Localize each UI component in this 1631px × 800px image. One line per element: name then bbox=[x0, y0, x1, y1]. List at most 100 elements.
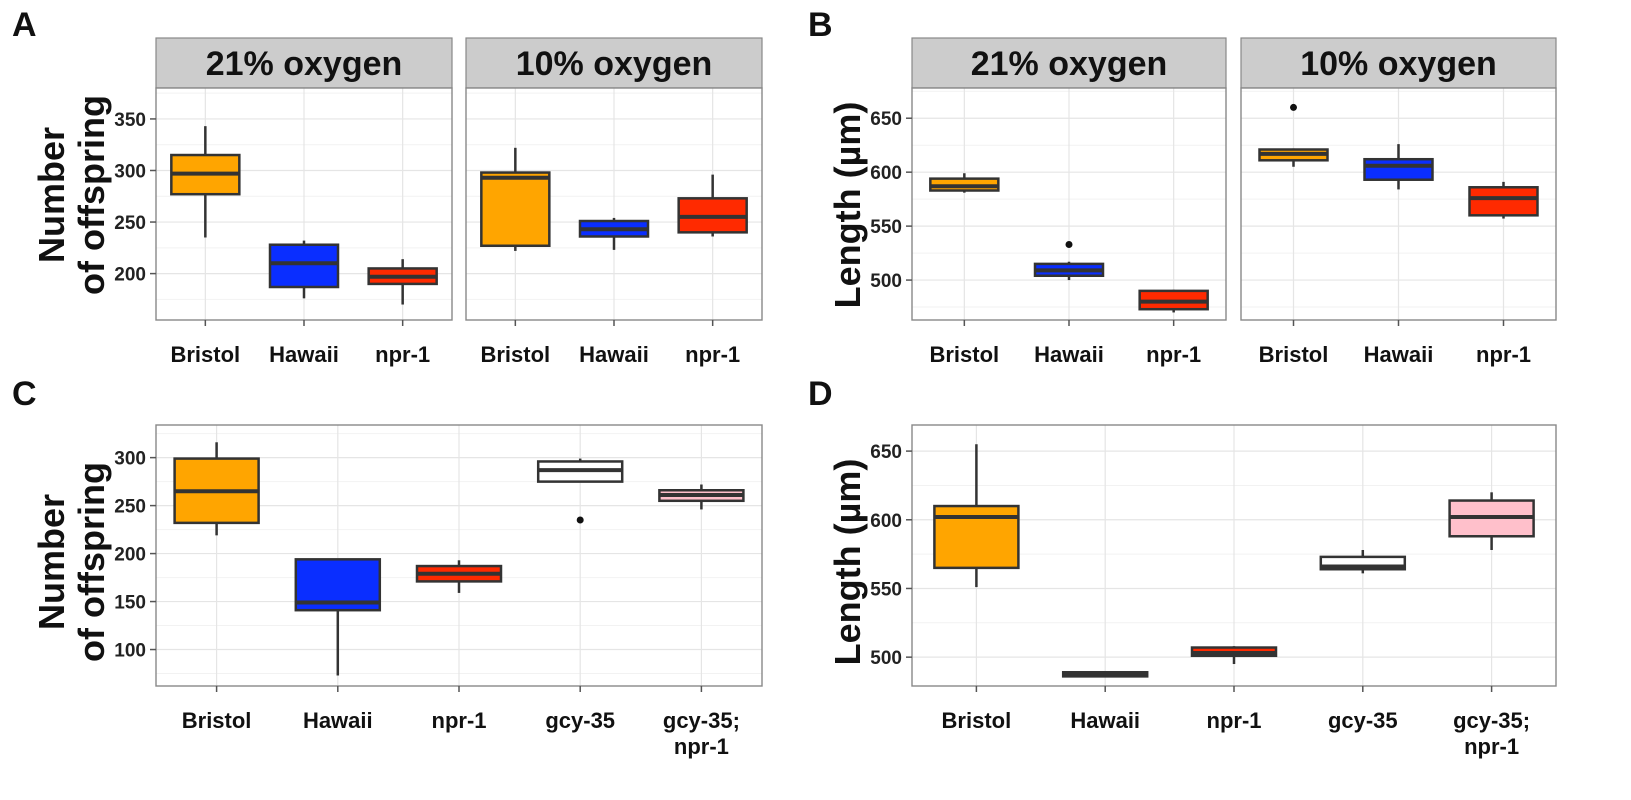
x-tick-label: Bristol bbox=[929, 342, 999, 367]
x-tick-label: npr-1 bbox=[1146, 342, 1201, 367]
box-bristol bbox=[170, 126, 241, 238]
y-axis-label: Length (µm) bbox=[827, 102, 868, 309]
x-tick-label: Hawaii bbox=[269, 342, 339, 367]
panel-d: D Length (µm) 500 550 600 650 Bristol Hawaii npr… bbox=[808, 375, 1557, 759]
x-tick-label: npr-1 bbox=[1476, 342, 1531, 367]
box-gcy-35-npr-1 bbox=[658, 484, 745, 510]
x-tick-label-line: gcy-35; bbox=[663, 708, 740, 733]
panel-c: C Number of offspring 100 150 200 250 300 Bristo… bbox=[12, 375, 763, 759]
panel-letter: C bbox=[12, 375, 37, 413]
y-tick-label: 250 bbox=[114, 213, 146, 234]
facet: 21% oxygen 500 550 600 650 Bristol Hawaii npr-1 bbox=[870, 37, 1227, 367]
box-hawaii bbox=[1061, 671, 1149, 678]
y-axis-label: Length (µm) bbox=[827, 459, 868, 666]
box-bristol bbox=[1258, 103, 1329, 167]
facet: 21% oxygen 200 250 300 350 Bristol Hawaii npr-1 bbox=[114, 37, 453, 367]
x-tick-label: Bristol bbox=[170, 342, 240, 367]
x-tick-label: Bristol bbox=[480, 342, 550, 367]
box-npr-1 bbox=[1468, 181, 1539, 219]
x-tick-label: gcy-35 bbox=[545, 708, 615, 733]
box-hawaii bbox=[578, 217, 650, 250]
y-tick-label: 200 bbox=[114, 265, 146, 286]
panel-a: A Number of offspring 21% oxygen 200 250 300 35… bbox=[12, 6, 763, 367]
box-gcy-35 bbox=[536, 458, 624, 524]
x-tick-label: Hawaii bbox=[303, 708, 373, 733]
y-tick-label: 300 bbox=[114, 161, 146, 182]
y-tick-label: 550 bbox=[870, 579, 902, 600]
y-tick-label: 600 bbox=[870, 511, 902, 532]
x-tick-label: Hawaii bbox=[1070, 708, 1140, 733]
box-bristol bbox=[173, 442, 260, 536]
box bbox=[1468, 186, 1539, 217]
y-tick-label: 300 bbox=[114, 449, 146, 470]
y-axis-label: Number bbox=[31, 127, 72, 263]
x-tick-label: npr-1 bbox=[1207, 708, 1262, 733]
x-tick-label: Hawaii bbox=[1364, 342, 1434, 367]
box-bristol bbox=[929, 173, 1000, 193]
box bbox=[268, 243, 340, 289]
box-npr-1 bbox=[677, 174, 748, 237]
x-tick-label: npr-1 bbox=[375, 342, 430, 367]
facet-strip-label: 21% oxygen bbox=[971, 45, 1168, 83]
box-gcy-35 bbox=[1319, 550, 1407, 574]
panel-letter: A bbox=[12, 6, 37, 44]
x-tick-label: gcy-35 bbox=[1328, 708, 1398, 733]
box-npr-1 bbox=[367, 259, 438, 305]
y-axis-label: of offspring bbox=[71, 462, 112, 662]
outlier-point bbox=[576, 516, 584, 524]
y-tick-label: 250 bbox=[114, 497, 146, 518]
y-tick-label: 600 bbox=[870, 163, 902, 184]
box-bristol bbox=[480, 147, 551, 251]
outlier-point bbox=[1290, 103, 1297, 111]
x-tick-label-line: npr-1 bbox=[1464, 734, 1519, 759]
facet: 500 550 600 650 Bristol Hawaii npr-1 gcy-35 gcy-… bbox=[870, 424, 1557, 759]
y-tick-label: 200 bbox=[114, 545, 146, 566]
x-tick-label: Hawaii bbox=[1034, 342, 1104, 367]
x-tick-label: Bristol bbox=[182, 708, 252, 733]
facet-strip-label: 21% oxygen bbox=[206, 45, 403, 83]
box-npr-1 bbox=[415, 560, 503, 593]
box-hawaii bbox=[1363, 144, 1434, 190]
x-tick-label: gcy-35; npr-1 bbox=[663, 708, 740, 759]
panel-letter: D bbox=[808, 375, 833, 413]
box-hawaii bbox=[1033, 240, 1105, 281]
y-tick-label: 100 bbox=[114, 641, 146, 662]
x-tick-label: npr-1 bbox=[432, 708, 487, 733]
y-axis-label: of offspring bbox=[71, 95, 112, 295]
y-tick-label: 550 bbox=[870, 217, 902, 238]
box-npr-1 bbox=[1190, 646, 1278, 665]
facet-strip bbox=[911, 37, 1227, 89]
facet: 100 150 200 250 300 Bristol Hawaii npr-1 gcy-35 g… bbox=[114, 424, 763, 759]
box bbox=[1363, 157, 1434, 181]
y-tick-label: 500 bbox=[870, 271, 902, 292]
x-tick-label: Bristol bbox=[1259, 342, 1329, 367]
facet: 10% oxygen Bristol Hawaii npr-1 bbox=[1240, 37, 1557, 367]
facet-strip bbox=[1240, 37, 1557, 89]
y-tick-label: 350 bbox=[114, 110, 146, 131]
x-tick-label: npr-1 bbox=[685, 342, 740, 367]
box-hawaii bbox=[294, 558, 382, 676]
y-tick-label: 500 bbox=[870, 648, 902, 669]
box-gcy-35-npr-1 bbox=[1448, 492, 1535, 551]
box-hawaii bbox=[268, 240, 340, 299]
y-tick-label: 650 bbox=[870, 442, 902, 463]
y-tick-label: 150 bbox=[114, 593, 146, 614]
outlier-point bbox=[1065, 240, 1073, 248]
facet: 10% oxygen Bristol Hawaii npr-1 bbox=[465, 37, 763, 367]
box-bristol bbox=[933, 444, 1020, 588]
panel-letter: B bbox=[808, 6, 833, 44]
facet-strip bbox=[465, 37, 763, 89]
box-npr-1 bbox=[1138, 289, 1209, 313]
facet-strip bbox=[155, 37, 453, 89]
x-tick-label-line: gcy-35; bbox=[1453, 708, 1530, 733]
facet-strip-label: 10% oxygen bbox=[1300, 45, 1497, 83]
y-axis-label: Number bbox=[31, 494, 72, 630]
y-tick-label: 650 bbox=[870, 109, 902, 130]
panel-b: B Length (µm) 21% oxygen 500 550 600 650 Bristo… bbox=[808, 6, 1557, 367]
facet-strip-label: 10% oxygen bbox=[516, 45, 713, 83]
box bbox=[480, 171, 551, 248]
x-tick-label-line: npr-1 bbox=[674, 734, 729, 759]
x-tick-label: Hawaii bbox=[579, 342, 649, 367]
x-tick-label: gcy-35; npr-1 bbox=[1453, 708, 1530, 759]
